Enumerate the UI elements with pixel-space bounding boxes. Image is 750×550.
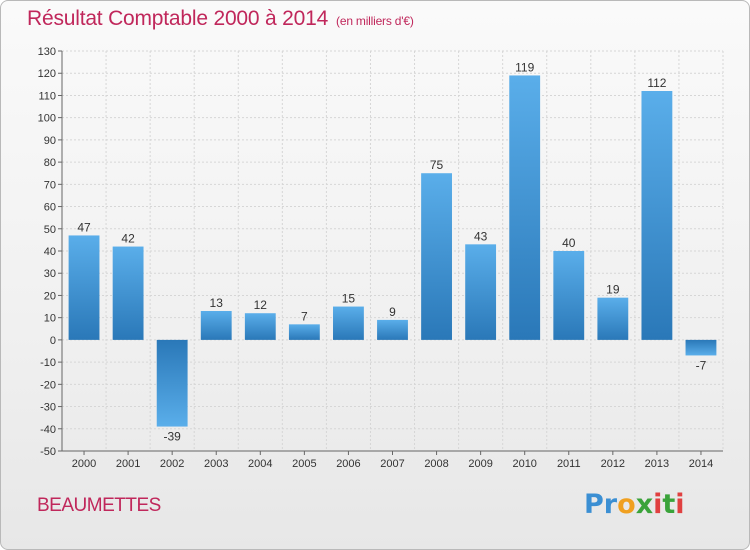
x-tick-label: 2006 (336, 458, 360, 470)
bar-2008 (421, 173, 452, 340)
x-tick-label: 2012 (601, 458, 625, 470)
y-tick-label: 100 (38, 113, 56, 125)
data-label-2014: -7 (696, 358, 707, 372)
y-tick-label: 40 (44, 246, 56, 258)
y-tick-label: -40 (40, 424, 56, 436)
y-tick-label: 20 (44, 290, 56, 302)
bar-2014 (685, 339, 717, 356)
data-labels: 47 42 -39 13 12 7 15 9 75 43 119 40 19 112 -7 (77, 60, 706, 443)
bar-2000 (68, 235, 100, 340)
chart-title: Résultat Comptable 2000 à 2014 (en millie… (27, 7, 414, 31)
y-tick-label: 30 (44, 268, 56, 280)
y-tick-label: -50 (40, 446, 56, 458)
data-label-2007: 9 (389, 305, 396, 319)
proxiti-logo: Proxiti (584, 489, 685, 520)
y-tick-label: -30 (40, 402, 56, 414)
logo-letter: t (662, 489, 676, 520)
y-tick-label: 10 (44, 313, 56, 325)
data-label-2006: 15 (342, 292, 356, 306)
data-label-2005: 7 (301, 309, 308, 323)
bar-2011 (553, 251, 585, 340)
grid (61, 50, 724, 452)
x-tick-label: 2008 (424, 458, 448, 470)
x-tick-label: 2004 (248, 458, 272, 470)
bar-2004 (244, 313, 276, 340)
x-tick-label: 2009 (468, 458, 492, 470)
data-label-2002: -39 (163, 430, 181, 444)
data-label-2012: 19 (606, 283, 620, 297)
y-tick-label: 70 (44, 179, 56, 191)
y-tick-label: 110 (38, 90, 56, 102)
y-tick-label: 90 (44, 135, 56, 147)
x-tick-label: 2007 (380, 458, 404, 470)
x-tick-label: 2011 (557, 458, 581, 470)
x-tick-label: 2000 (72, 458, 96, 470)
data-label-2013: 112 (647, 76, 666, 90)
logo-letter: x (635, 489, 654, 520)
y-tick-label: 130 (38, 46, 56, 58)
data-label-2003: 13 (210, 296, 224, 310)
data-label-2008: 75 (430, 158, 444, 172)
y-tick-label: 60 (44, 202, 56, 214)
data-label-2011: 40 (562, 236, 576, 250)
logo-letter: i (675, 489, 685, 520)
logo-letter: r (603, 489, 618, 520)
chart-title-text: Résultat Comptable 2000 à 2014 (27, 7, 329, 30)
y-tick-label: -20 (40, 379, 56, 391)
logo-letter: o (617, 489, 636, 520)
bar-2003 (200, 311, 232, 340)
axes: 1301201101009080706050403020100-10-20-30… (38, 46, 723, 470)
bar-2010 (509, 75, 541, 340)
data-label-2009: 43 (474, 229, 488, 243)
bar-2001 (112, 246, 144, 340)
y-tick-label: 80 (44, 157, 56, 169)
bars (68, 75, 717, 427)
x-tick-label: 2005 (292, 458, 316, 470)
logo-letter: P (584, 489, 604, 520)
x-tick-label: 2001 (116, 458, 140, 470)
bar-2013 (641, 91, 673, 340)
chart-subtitle: (en milliers d'€) (336, 14, 414, 28)
bar-2009 (465, 244, 497, 340)
y-tick-label: -10 (40, 357, 56, 369)
bar-2002 (156, 339, 188, 427)
x-tick-label: 2010 (512, 458, 536, 470)
y-tick-label: 120 (38, 68, 56, 80)
x-tick-label: 2002 (160, 458, 184, 470)
data-label-2004: 12 (254, 298, 268, 312)
x-tick-label: 2003 (204, 458, 228, 470)
bar-2007 (377, 319, 408, 340)
bar-2005 (288, 324, 320, 340)
data-label-2000: 47 (77, 220, 91, 234)
y-tick-label: 0 (50, 335, 56, 347)
data-label-2001: 42 (121, 232, 135, 246)
data-label-2010: 119 (515, 60, 534, 74)
x-tick-label: 2013 (645, 458, 669, 470)
commune-name: BEAUMETTES (37, 495, 161, 516)
bar-2012 (597, 297, 629, 340)
y-tick-label: 50 (44, 224, 56, 236)
logo-letter: i (653, 489, 663, 520)
x-tick-label: 2014 (689, 458, 713, 470)
bar-2006 (333, 306, 364, 340)
